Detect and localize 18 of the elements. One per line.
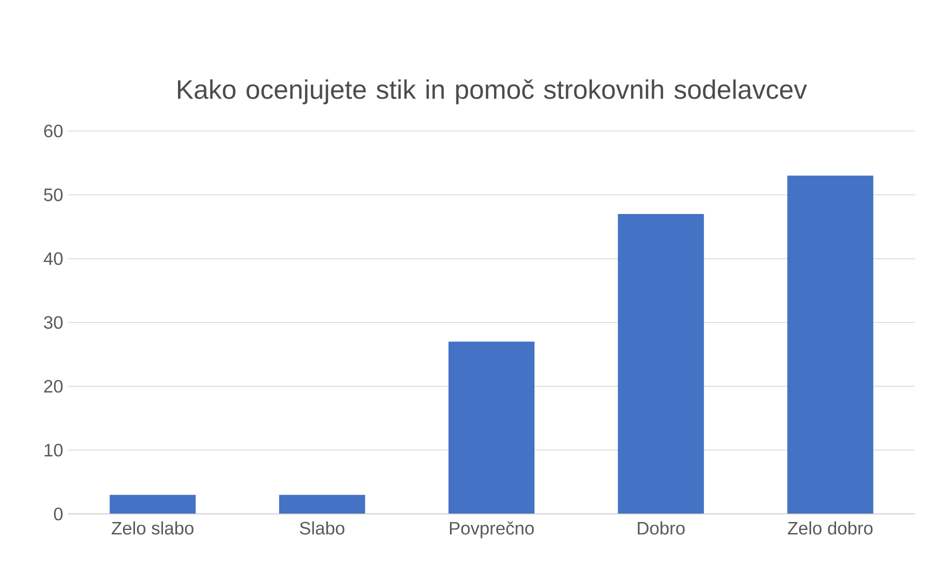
x-tick-label: Zelo dobro	[788, 521, 873, 535]
y-tick-label: 50	[44, 188, 63, 202]
bar	[618, 214, 704, 514]
bar	[110, 494, 196, 514]
x-tick-label: Slabo	[300, 521, 344, 535]
chart-title: Kako ocenjujete stik in pomoč strokovnih sodelavcev	[178, 79, 807, 104]
y-tick-label: 40	[44, 252, 63, 266]
x-tick-label: Povprečno	[450, 521, 534, 538]
bar	[279, 494, 366, 514]
bar	[448, 342, 534, 514]
y-tick-label: 30	[44, 316, 63, 329]
y-tick-label: 10	[44, 444, 63, 457]
y-tick-label: 60	[44, 124, 63, 138]
x-tick-label: Zelo slabo	[112, 521, 194, 535]
bar	[787, 176, 874, 514]
y-tick-label: 20	[44, 380, 63, 393]
y-tick-label: 0	[54, 508, 63, 520]
x-tick-label: Dobro	[638, 521, 685, 535]
